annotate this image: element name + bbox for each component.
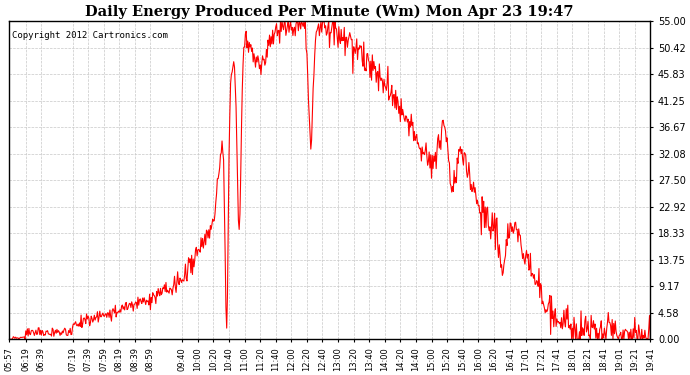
Title: Daily Energy Produced Per Minute (Wm) Mon Apr 23 19:47: Daily Energy Produced Per Minute (Wm) Mo… <box>86 4 574 18</box>
Text: Copyright 2012 Cartronics.com: Copyright 2012 Cartronics.com <box>12 31 168 40</box>
